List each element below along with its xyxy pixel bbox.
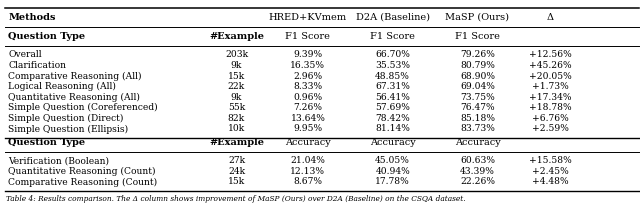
Text: 22.26%: 22.26%	[460, 177, 495, 186]
Text: Simple Question (Direct): Simple Question (Direct)	[8, 114, 124, 123]
Text: 8.67%: 8.67%	[293, 177, 323, 186]
Text: 9k: 9k	[231, 93, 242, 102]
Text: +2.59%: +2.59%	[532, 125, 568, 133]
Text: MaSP (Ours): MaSP (Ours)	[445, 13, 509, 22]
Text: +1.73%: +1.73%	[532, 82, 568, 91]
Text: Accuracy: Accuracy	[370, 138, 415, 147]
Text: 45.05%: 45.05%	[375, 156, 410, 165]
Text: 9k: 9k	[231, 61, 242, 70]
Text: 67.31%: 67.31%	[375, 82, 410, 91]
Text: Comparative Reasoning (Count): Comparative Reasoning (Count)	[8, 177, 157, 186]
Text: 17.78%: 17.78%	[375, 177, 410, 186]
Text: 66.70%: 66.70%	[375, 50, 410, 59]
Text: 9.39%: 9.39%	[293, 50, 323, 59]
Text: 73.75%: 73.75%	[460, 93, 495, 102]
Text: Comparative Reasoning (All): Comparative Reasoning (All)	[8, 71, 142, 81]
Text: 15k: 15k	[228, 72, 245, 81]
Text: 60.63%: 60.63%	[460, 156, 495, 165]
Text: 21.04%: 21.04%	[291, 156, 325, 165]
Text: 15k: 15k	[228, 177, 245, 186]
Text: D2A (Baseline): D2A (Baseline)	[356, 13, 429, 22]
Text: 7.26%: 7.26%	[293, 103, 323, 112]
Text: Simple Question (Ellipsis): Simple Question (Ellipsis)	[8, 124, 129, 133]
Text: 78.42%: 78.42%	[375, 114, 410, 123]
Text: 22k: 22k	[228, 82, 245, 91]
Text: 55k: 55k	[228, 103, 245, 112]
Text: 48.85%: 48.85%	[375, 72, 410, 81]
Text: HRED+KVmem: HRED+KVmem	[269, 13, 347, 22]
Text: Logical Reasoning (All): Logical Reasoning (All)	[8, 82, 116, 91]
Text: 12.13%: 12.13%	[291, 167, 325, 176]
Text: 24k: 24k	[228, 167, 245, 176]
Text: Quantitative Reasoning (Count): Quantitative Reasoning (Count)	[8, 167, 156, 176]
Text: +18.78%: +18.78%	[529, 103, 572, 112]
Text: +15.58%: +15.58%	[529, 156, 572, 165]
Text: Question Type: Question Type	[8, 138, 86, 147]
Text: Accuracy: Accuracy	[285, 138, 331, 147]
Text: 40.94%: 40.94%	[375, 167, 410, 176]
Text: Simple Question (Coreferenced): Simple Question (Coreferenced)	[8, 103, 158, 112]
Text: Question Type: Question Type	[8, 32, 86, 41]
Text: +12.56%: +12.56%	[529, 50, 572, 59]
Text: 68.90%: 68.90%	[460, 72, 495, 81]
Text: +6.76%: +6.76%	[532, 114, 568, 123]
Text: +45.26%: +45.26%	[529, 61, 572, 70]
Text: F1 Score: F1 Score	[455, 32, 500, 41]
Text: Accuracy: Accuracy	[454, 138, 500, 147]
Text: Methods: Methods	[8, 13, 56, 22]
Text: 35.53%: 35.53%	[375, 61, 410, 70]
Text: 27k: 27k	[228, 156, 245, 165]
Text: 57.69%: 57.69%	[375, 103, 410, 112]
Text: Verification (Boolean): Verification (Boolean)	[8, 156, 109, 165]
Text: 76.47%: 76.47%	[460, 103, 495, 112]
Text: 80.79%: 80.79%	[460, 61, 495, 70]
Text: +17.34%: +17.34%	[529, 93, 572, 102]
Text: Table 4: Results comparison. The Δ column shows improvement of MaSP (Ours) over : Table 4: Results comparison. The Δ colum…	[6, 195, 466, 203]
Text: Clarification: Clarification	[8, 61, 67, 70]
Text: F1 Score: F1 Score	[370, 32, 415, 41]
Text: 43.39%: 43.39%	[460, 167, 495, 176]
Text: +20.05%: +20.05%	[529, 72, 572, 81]
Text: 82k: 82k	[228, 114, 245, 123]
Text: +4.48%: +4.48%	[532, 177, 568, 186]
Text: 81.14%: 81.14%	[375, 125, 410, 133]
Text: 79.26%: 79.26%	[460, 50, 495, 59]
Text: 13.64%: 13.64%	[291, 114, 325, 123]
Text: F1 Score: F1 Score	[285, 32, 330, 41]
Text: 9.95%: 9.95%	[293, 125, 323, 133]
Text: +2.45%: +2.45%	[532, 167, 568, 176]
Text: #Example: #Example	[209, 32, 264, 41]
Text: 8.33%: 8.33%	[293, 82, 323, 91]
Text: 69.04%: 69.04%	[460, 82, 495, 91]
Text: Quantitative Reasoning (All): Quantitative Reasoning (All)	[8, 93, 140, 102]
Text: 16.35%: 16.35%	[291, 61, 325, 70]
Text: 85.18%: 85.18%	[460, 114, 495, 123]
Text: 2.96%: 2.96%	[293, 72, 323, 81]
Text: 203k: 203k	[225, 50, 248, 59]
Text: 56.41%: 56.41%	[375, 93, 410, 102]
Text: 10k: 10k	[228, 125, 245, 133]
Text: 83.73%: 83.73%	[460, 125, 495, 133]
Text: Δ: Δ	[547, 13, 554, 22]
Text: #Example: #Example	[209, 138, 264, 147]
Text: 0.96%: 0.96%	[293, 93, 323, 102]
Text: Overall: Overall	[8, 50, 42, 59]
